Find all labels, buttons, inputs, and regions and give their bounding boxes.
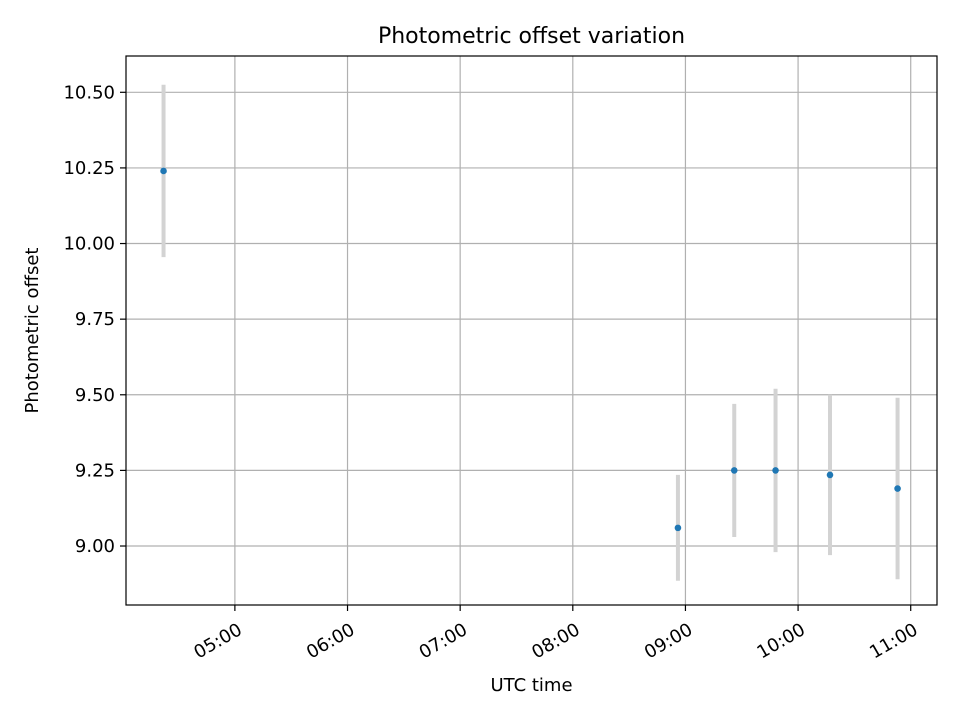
data-point — [772, 467, 779, 474]
plot-frame — [125, 55, 938, 606]
data-point — [674, 524, 682, 532]
plot-area — [126, 56, 937, 605]
data-point — [160, 167, 167, 175]
grid-layer — [126, 56, 937, 605]
x-axis-label: UTC time — [490, 675, 572, 696]
y-tick-label: 10.00 — [63, 234, 115, 255]
y-tick-label: 10.25 — [63, 158, 115, 179]
data-point — [730, 467, 738, 474]
y-tick-label: 9.50 — [75, 385, 115, 406]
y-axis-label: Photometric offset — [22, 248, 43, 414]
y-tick-label: 9.00 — [75, 536, 115, 557]
data-point — [826, 471, 834, 479]
marker-layer — [160, 167, 901, 532]
y-tick-label: 10.50 — [63, 82, 115, 103]
y-tick-label: 9.25 — [75, 460, 115, 481]
data-point — [894, 485, 901, 492]
y-tick-layer: 9.00 9.25 9.50 9.75 10.00 10.25 10.50 — [63, 82, 126, 557]
y-tick-label: 9.75 — [75, 309, 115, 330]
chart-title: Photometric offset variation — [378, 24, 685, 49]
